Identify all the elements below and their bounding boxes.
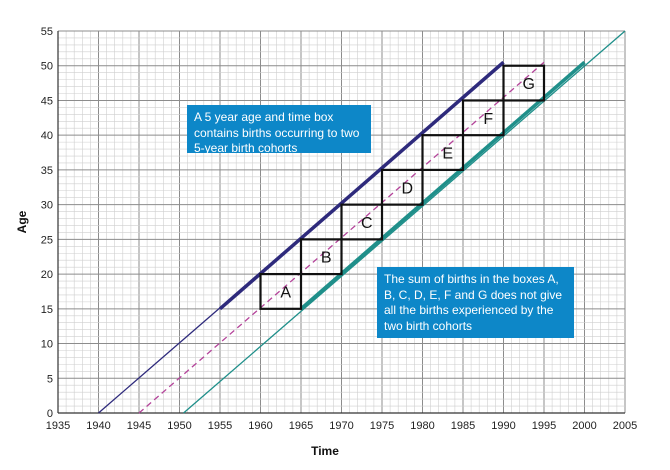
y-tick-label: 30 xyxy=(41,200,53,212)
x-tick-label: 1985 xyxy=(451,420,475,432)
box-f: F xyxy=(461,99,505,137)
box-outline xyxy=(502,64,546,102)
x-axis-label: Time xyxy=(311,444,339,458)
box-label: G xyxy=(523,76,535,93)
box-b: B xyxy=(299,238,343,276)
x-tick-label: 1970 xyxy=(329,420,353,432)
y-tick-label: 0 xyxy=(47,408,53,420)
y-tick-label: 35 xyxy=(41,165,53,177)
axis-labels: Time Age xyxy=(15,210,339,458)
box-label: A xyxy=(280,284,291,301)
cohort-boundary-bold-1 xyxy=(218,60,505,311)
annotation-callout-five-year-box: A 5 year age and time box contains birth… xyxy=(187,105,371,155)
x-tick-label: 1960 xyxy=(248,420,272,432)
box-label: D xyxy=(401,180,413,197)
y-axis-label: Age xyxy=(15,210,29,233)
annotation-callout-sum-of-births: The sum of births in the boxes A, B, C, … xyxy=(377,267,574,338)
box-g: G xyxy=(502,64,546,102)
age-time-boxes: A B C D E F G xyxy=(259,64,546,310)
x-tick-label: 1945 xyxy=(127,420,151,432)
x-tick-label: 1965 xyxy=(289,420,313,432)
x-tick-label: 1990 xyxy=(491,420,515,432)
x-tick-label: 1935 xyxy=(46,420,70,432)
box-c: C xyxy=(340,203,384,241)
box-outline xyxy=(421,134,465,172)
y-tick-label: 55 xyxy=(41,26,53,38)
y-tick-label: 10 xyxy=(41,339,53,351)
y-tick-label: 25 xyxy=(41,234,53,246)
x-tick-label: 1950 xyxy=(167,420,191,432)
box-e: E xyxy=(421,134,465,172)
y-tick-label: 50 xyxy=(41,61,53,73)
x-tick-label: 1980 xyxy=(410,420,434,432)
box-label: E xyxy=(442,146,453,163)
box-label: B xyxy=(321,250,332,267)
y-tick-label: 5 xyxy=(47,373,53,385)
box-outline xyxy=(380,168,424,206)
x-tick-label: 1940 xyxy=(86,420,110,432)
box-outline xyxy=(461,99,505,137)
box-label: C xyxy=(361,215,373,232)
cohort-boundary-bold-2 xyxy=(299,60,586,311)
y-tick-label: 20 xyxy=(41,269,53,281)
y-tick-label: 15 xyxy=(41,304,53,316)
box-outline xyxy=(299,238,343,276)
y-tick-label: 45 xyxy=(41,95,53,107)
x-tick-label: 1955 xyxy=(208,420,232,432)
box-label: F xyxy=(483,111,493,128)
cohort-lines xyxy=(98,30,626,414)
axis-ticks: 1935 1940 1945 1950 1955 1960 1965 1970 1975 1980… xyxy=(41,26,637,432)
x-tick-label: 2000 xyxy=(572,420,596,432)
cohort-line-3 xyxy=(183,30,626,414)
x-tick-label: 1975 xyxy=(370,420,394,432)
x-tick-label: 2005 xyxy=(613,420,637,432)
x-tick-label: 1995 xyxy=(532,420,556,432)
box-outline xyxy=(340,203,384,241)
box-outline xyxy=(259,272,303,310)
y-tick-label: 40 xyxy=(41,130,53,142)
box-d: D xyxy=(380,168,424,206)
box-a: A xyxy=(259,272,303,310)
